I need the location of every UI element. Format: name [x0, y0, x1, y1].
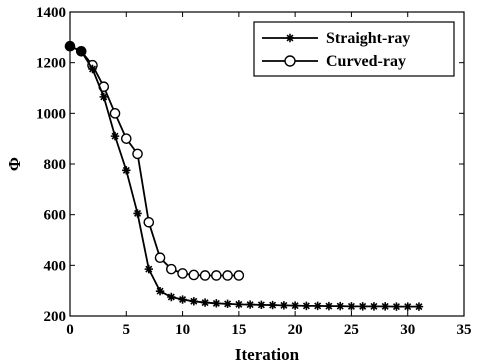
asterisk-marker: [392, 302, 401, 311]
circle-marker: [177, 268, 188, 279]
circle-marker: [143, 216, 155, 228]
asterisk-marker: [268, 300, 277, 310]
series-curved-ray: [64, 40, 245, 281]
asterisk-marker: [290, 301, 300, 310]
asterisk-marker: [212, 299, 221, 308]
asterisk-marker: [234, 300, 244, 309]
series-line: [69, 45, 419, 308]
y-tick-label: 800: [44, 157, 67, 173]
x-axis-label: Iteration: [235, 345, 300, 364]
series-straight-ray: [65, 42, 424, 311]
y-tick-label: 600: [44, 208, 67, 224]
asterisk-marker: [347, 302, 356, 311]
y-tick-label: 200: [44, 309, 67, 325]
y-axis-label: Φ: [5, 157, 24, 171]
circle-marker: [222, 270, 233, 281]
circle-marker: [199, 270, 211, 281]
asterisk-marker: [313, 301, 322, 311]
asterisk-marker: [257, 300, 266, 310]
y-tick-label: 1200: [36, 56, 66, 72]
x-tick-label: 10: [175, 322, 190, 338]
legend-item: Curved-ray: [262, 53, 406, 70]
asterisk-marker: [144, 264, 153, 274]
legend-box: [253, 21, 455, 77]
circle-marker: [120, 133, 132, 144]
asterisk-marker: [65, 42, 75, 51]
asterisk-marker: [167, 292, 176, 302]
axes: [69, 11, 465, 317]
asterisk-marker: [358, 302, 367, 311]
asterisk-marker: [223, 299, 232, 309]
circle-marker: [188, 269, 200, 281]
asterisk-marker: [110, 131, 120, 141]
asterisk-marker: [200, 298, 210, 307]
asterisk-marker: [77, 47, 86, 56]
x-tick-label: 35: [457, 322, 472, 338]
asterisk-marker: [189, 297, 199, 306]
legend-label: Curved-ray: [326, 53, 406, 70]
asterisk-marker: [88, 64, 97, 74]
circle-marker: [132, 148, 143, 160]
y-tick-label: 1400: [36, 5, 66, 21]
x-tick-label: 0: [66, 322, 74, 338]
asterisk-marker: [414, 302, 424, 311]
circle-marker: [284, 55, 296, 67]
asterisk-marker: [381, 302, 390, 311]
legend-label: Straight-ray: [326, 30, 410, 47]
legend: Straight-ray Curved-ray: [253, 21, 455, 77]
asterisk-marker: [285, 33, 295, 43]
series-lines: [64, 40, 424, 311]
x-tick-label: 5: [123, 322, 131, 338]
circle-marker: [154, 252, 166, 264]
asterisk-marker: [122, 166, 131, 175]
x-tick-label: 20: [288, 322, 303, 338]
x-tick-label: 25: [344, 322, 359, 338]
asterisk-marker: [155, 286, 165, 296]
asterisk-marker: [99, 92, 108, 102]
circle-marker: [166, 263, 177, 275]
circle-marker: [109, 108, 121, 119]
legend-item: Straight-ray: [262, 30, 410, 47]
asterisk-marker: [302, 301, 311, 311]
asterisk-marker: [279, 301, 289, 310]
asterisk-marker: [245, 300, 255, 309]
y-tick-label: 1000: [36, 106, 66, 122]
x-tick-label: 30: [400, 322, 415, 338]
tick-labels: 0 5 10 15 20 25 30 35 200 400 600 800 1000 1200 1400: [36, 5, 472, 338]
y-tick-label: 400: [44, 258, 67, 274]
series-line: [69, 45, 239, 277]
x-tick-label: 15: [231, 322, 246, 338]
asterisk-marker: [369, 302, 379, 311]
asterisk-marker: [133, 209, 142, 218]
asterisk-marker: [335, 301, 345, 311]
asterisk-marker: [324, 301, 334, 311]
asterisk-marker: [403, 302, 412, 311]
asterisk-marker: [178, 295, 187, 304]
circle-marker: [211, 270, 222, 281]
circle-marker: [233, 270, 245, 281]
